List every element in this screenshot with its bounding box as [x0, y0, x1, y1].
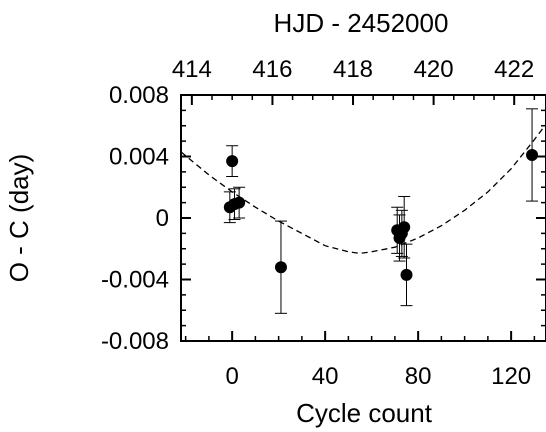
x-tick-label: 40	[312, 363, 339, 390]
x-tick-label: 80	[405, 363, 432, 390]
data-point	[226, 155, 239, 168]
top-tick-label: 420	[414, 56, 454, 83]
fit-curve	[181, 123, 546, 255]
data-point	[526, 148, 539, 161]
top-axis-title: HJD - 2452000	[274, 8, 449, 38]
top-tick-label: 422	[494, 56, 534, 83]
y-tick-label: 0	[156, 205, 169, 232]
top-tick-label: 414	[172, 56, 212, 83]
plot-content	[181, 108, 546, 314]
y-tick-label: -0.008	[101, 328, 169, 355]
data-point	[233, 196, 246, 209]
plot-area: 0 40 80 120 414 416 418 420 422 0.008 0.004 0 -0.004…	[101, 56, 546, 390]
y-axis-title: O - C (day)	[4, 154, 34, 283]
data-point	[398, 221, 411, 234]
data-point	[400, 268, 413, 281]
x-tick-label: 0	[225, 363, 238, 390]
y-tick-label: -0.004	[101, 267, 169, 294]
y-tick-label: 0.004	[109, 144, 169, 171]
top-tick-label: 418	[333, 56, 373, 83]
data-point	[274, 261, 287, 274]
y-tick-label: 0.008	[109, 82, 169, 109]
x-axis-title: Cycle count	[296, 398, 433, 428]
x-tick-label: 120	[491, 363, 531, 390]
top-tick-label: 416	[252, 56, 292, 83]
